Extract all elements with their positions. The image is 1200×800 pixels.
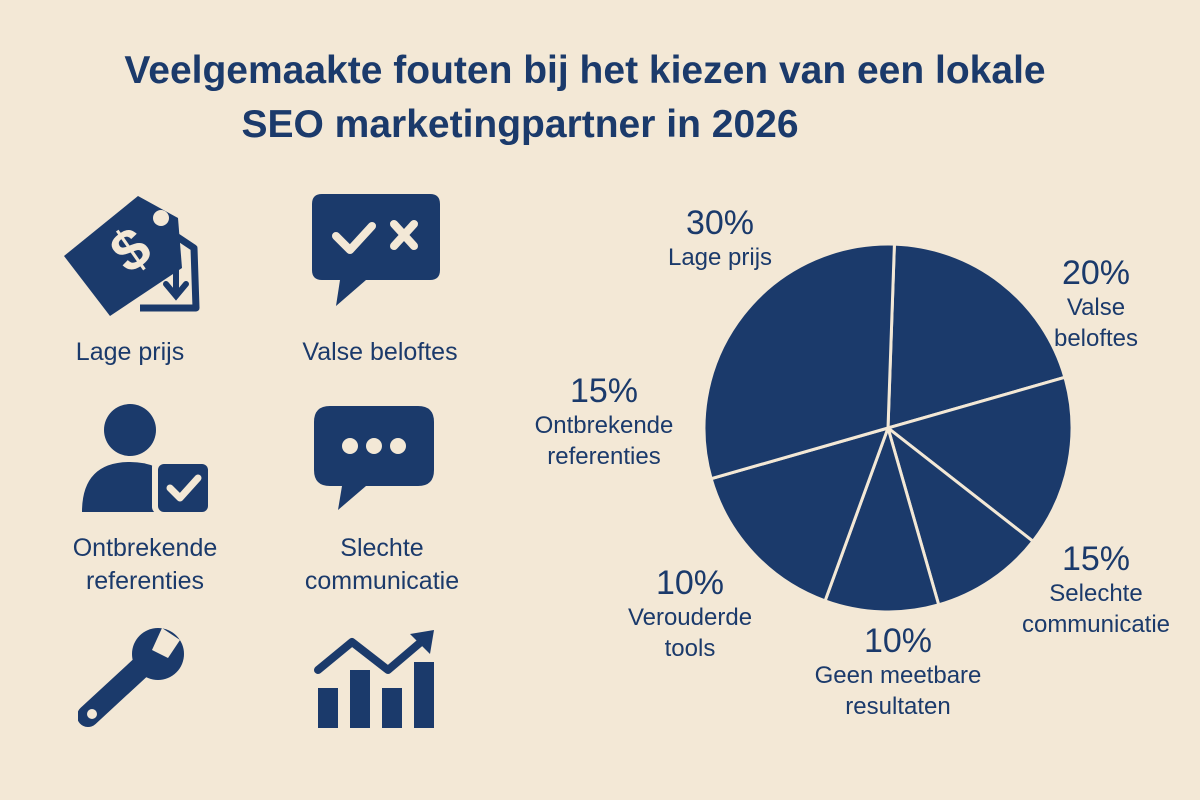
pie-label-percent: 30%: [685, 204, 755, 242]
pie-label-name: Geen meetbare: [814, 662, 982, 689]
icon-label-valse-beloftes: Valse beloftes: [302, 338, 458, 366]
pie-label-name: beloftes: [1053, 325, 1139, 352]
speech-bubble-check-cross-icon: [312, 194, 440, 306]
pie-label-name: communicatie: [1021, 611, 1171, 638]
title-line-1: Veelgemaakte fouten bij het kiezen van e…: [124, 49, 1046, 92]
icon-label-ontbrekende-line: Ontbrekende: [72, 534, 218, 562]
pie-label-percent: 10%: [655, 564, 725, 602]
pie-slice-lage-prijs: [702, 242, 896, 481]
pie-label-verouderde-tools: 10% Verouderde tools: [590, 564, 790, 664]
pie-label-name: Verouderde: [627, 604, 753, 631]
icon-label-lage-prijs: Lage prijs: [75, 338, 185, 366]
pie-slice-ontbrekende-referenties: [709, 425, 891, 603]
pie-label-name: referenties: [547, 443, 661, 470]
pie-slice-selechte-communicatie: [884, 375, 1074, 544]
wrench-icon: [78, 628, 184, 727]
title-line-2: SEO marketingpartner in 2026: [241, 103, 799, 146]
pie-label-ontbrekende-referenties: 15% Ontbrekende referenties: [504, 372, 704, 472]
price-tag-dollar-icon: $: [64, 196, 200, 316]
pie-label-name: Ontbrekende: [534, 412, 674, 439]
icon-label-referenties-line: referenties: [85, 567, 205, 595]
icon-label-ontbrekende-referenties: Ontbrekende referenties: [40, 532, 250, 598]
pie-label-name: Selechte: [1049, 580, 1143, 607]
pie-label-name: Lage prijs: [667, 244, 773, 271]
pie-label-selechte-communicatie: 15% Selechte communicatie: [996, 540, 1196, 640]
pie-label-percent: 10%: [863, 622, 933, 660]
pie-label-name: tools: [664, 635, 716, 662]
pie-label-percent: 15%: [569, 372, 639, 410]
bar-chart-trend-icon: [314, 630, 434, 728]
pie-label-percent: 20%: [1061, 254, 1131, 292]
pie-label-lage-prijs: 30% Lage prijs: [620, 204, 820, 273]
pie-label-name: resultaten: [845, 693, 951, 720]
pie-label-name: Valse: [1066, 294, 1126, 321]
pie-slice-verouderde-tools: [823, 423, 941, 614]
pie-label-percent: 15%: [1061, 540, 1131, 578]
pie-label-valse-beloftes: 20% Valse beloftes: [996, 254, 1196, 354]
pie-slice-valse-beloftes: [886, 242, 1067, 431]
user-check-icon: [82, 404, 210, 514]
pie-slice-geen-meetbare-resultaten: [885, 423, 1036, 607]
pie-label-geen-meetbare-resultaten: 10% Geen meetbare resultaten: [798, 622, 998, 722]
page-title: Veelgemaakte fouten bij het kiezen van e…: [0, 44, 1170, 152]
speech-bubble-dots-icon: [314, 406, 434, 510]
icon-label-slechte-communicatie: Slechte communicatie: [304, 534, 460, 595]
